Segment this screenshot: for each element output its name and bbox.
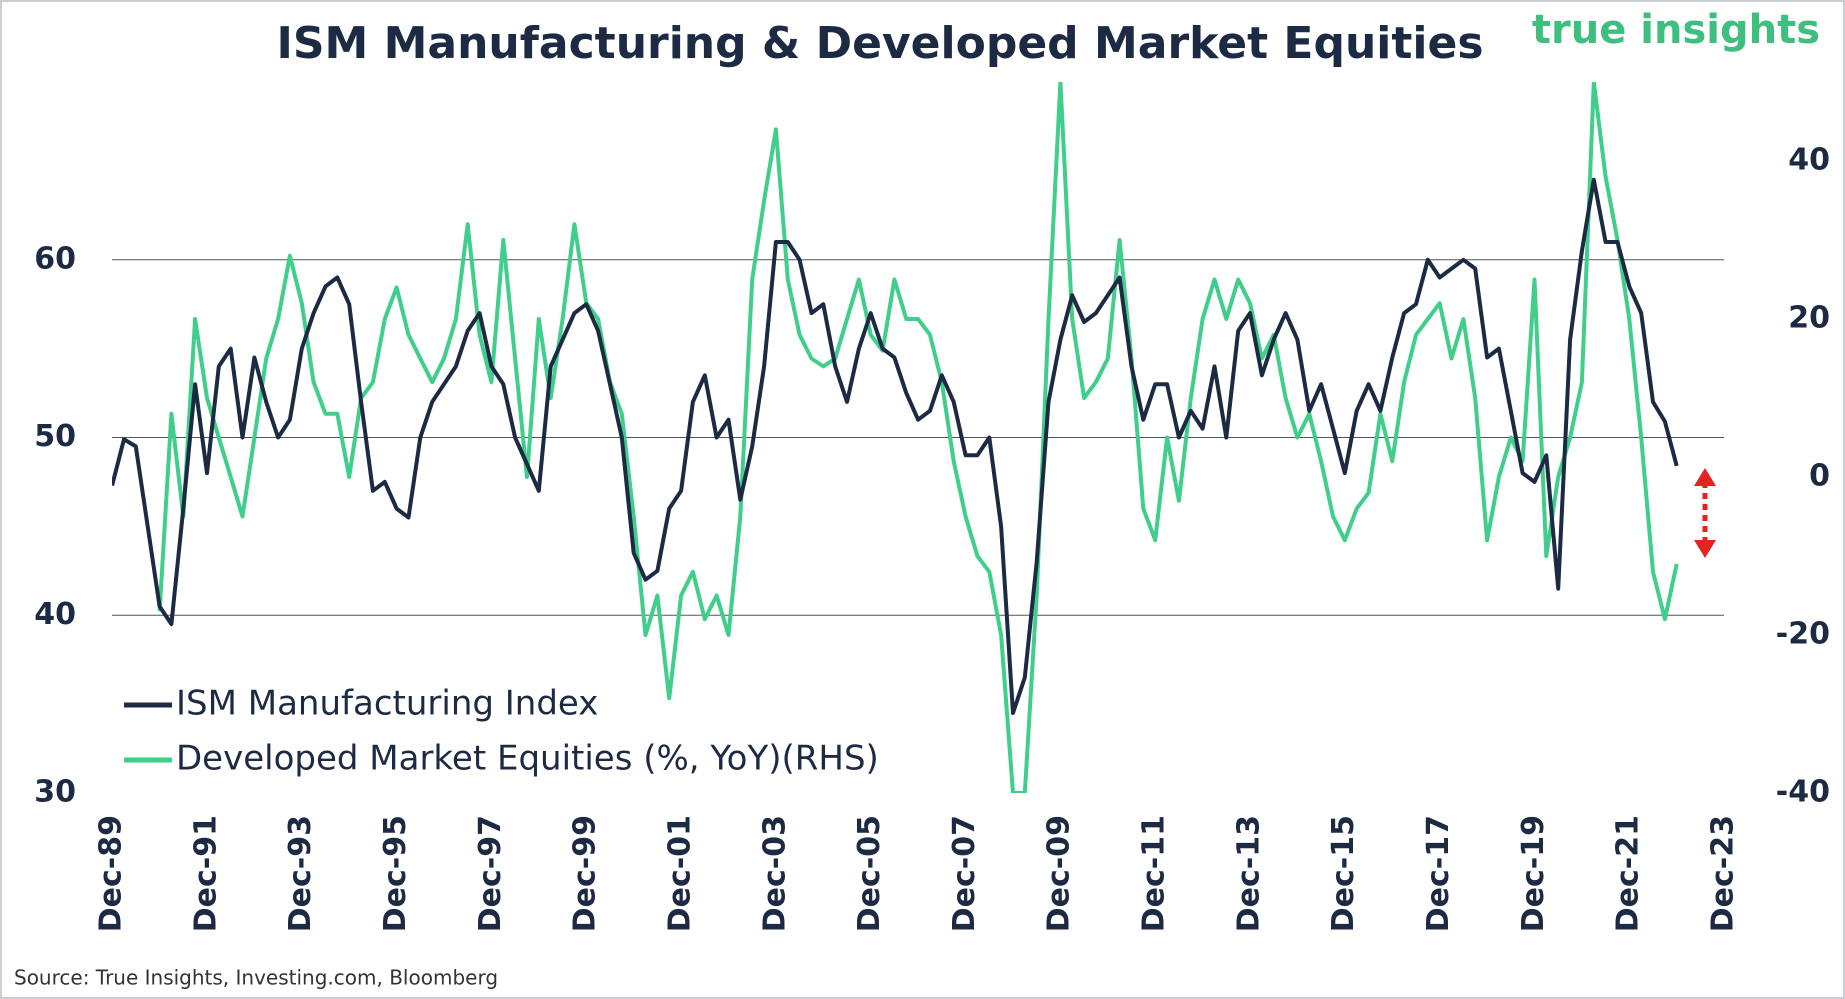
source-note: Source: True Insights, Investing.com, Bl… [14,966,498,990]
x-tick-label: Dec-09 [1042,815,1077,932]
y2-tick-label: 0 [1809,459,1830,494]
y-tick-label: 40 [34,597,76,632]
x-tick-label: Dec-17 [1421,815,1456,932]
x-tick-label: Dec-13 [1231,815,1266,932]
y2-tick-label: -20 [1776,617,1830,652]
x-tick-label: Dec-91 [188,815,223,932]
series-line [157,82,1679,793]
y-tick-label: 60 [34,241,76,276]
x-tick-label: Dec-07 [947,815,982,932]
x-tick-label: Dec-01 [662,815,697,932]
x-tick-label: Dec-23 [1706,815,1741,932]
y-tick-label: 50 [34,419,76,454]
chart-title: ISM Manufacturing & Developed Market Equ… [276,18,1483,69]
series-line [112,177,1679,715]
x-tick-label: Dec-95 [378,815,413,932]
y2-tick-label: -40 [1776,775,1830,810]
legend-label: Developed Market Equities (%, YoY)(RHS) [176,739,879,779]
y-tick-label: 30 [34,775,76,810]
y2-tick-label: 40 [1788,143,1830,178]
x-tick-label: Dec-03 [757,815,792,932]
x-tick-label: Dec-93 [283,815,318,932]
x-tick-label: Dec-89 [94,815,129,932]
x-tick-label: Dec-97 [473,815,508,932]
x-tick-label: Dec-11 [1137,815,1172,932]
brand-logo: true insights [1532,7,1820,53]
x-tick-label: Dec-15 [1326,815,1361,932]
legend-label: ISM Manufacturing Index [176,684,598,724]
x-tick-label: Dec-99 [568,815,603,932]
x-tick-label: Dec-05 [852,815,887,932]
x-tick-label: Dec-21 [1611,815,1646,932]
y2-tick-label: 20 [1788,301,1830,336]
annotation-arrow [1694,468,1716,558]
x-tick-label: Dec-19 [1516,815,1551,932]
